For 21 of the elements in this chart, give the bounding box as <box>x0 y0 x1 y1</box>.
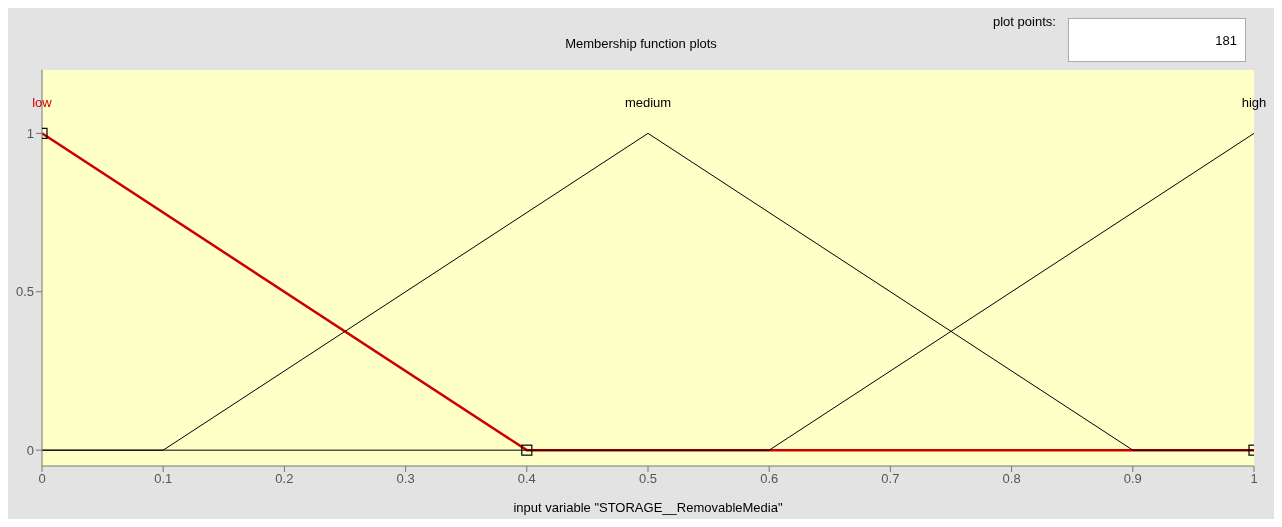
x-tick-label: 0.7 <box>881 471 900 487</box>
x-tick-label: 0.2 <box>275 471 294 487</box>
text: medium <box>624 95 672 111</box>
x-tick-label: 0 <box>38 471 46 487</box>
x-tick-label: 0.8 <box>1002 471 1021 487</box>
x-axis-title: input variable "STORAGE__RemovableMedia" <box>513 500 783 515</box>
text: high <box>1241 95 1267 111</box>
y-tick-label: 1 <box>26 125 34 141</box>
x-tick-label: 0.6 <box>760 471 779 487</box>
x-tick-label: 0.3 <box>396 471 415 487</box>
chart-title: Membership function plots <box>565 36 717 51</box>
x-tick-label: 0.1 <box>154 471 173 487</box>
x-tick-label: 0.5 <box>638 471 658 487</box>
x-tick-label: 1 <box>1250 471 1258 487</box>
x-tick-label: 0.9 <box>1123 471 1142 487</box>
input-field: 181 <box>1068 18 1246 62</box>
y-tick-label: 0 <box>26 442 34 458</box>
y-tick-label: 0.5 <box>15 284 34 300</box>
text: plot points: <box>993 14 1056 29</box>
x-tick-label: 0.4 <box>517 471 536 487</box>
series-label: low <box>32 95 53 111</box>
